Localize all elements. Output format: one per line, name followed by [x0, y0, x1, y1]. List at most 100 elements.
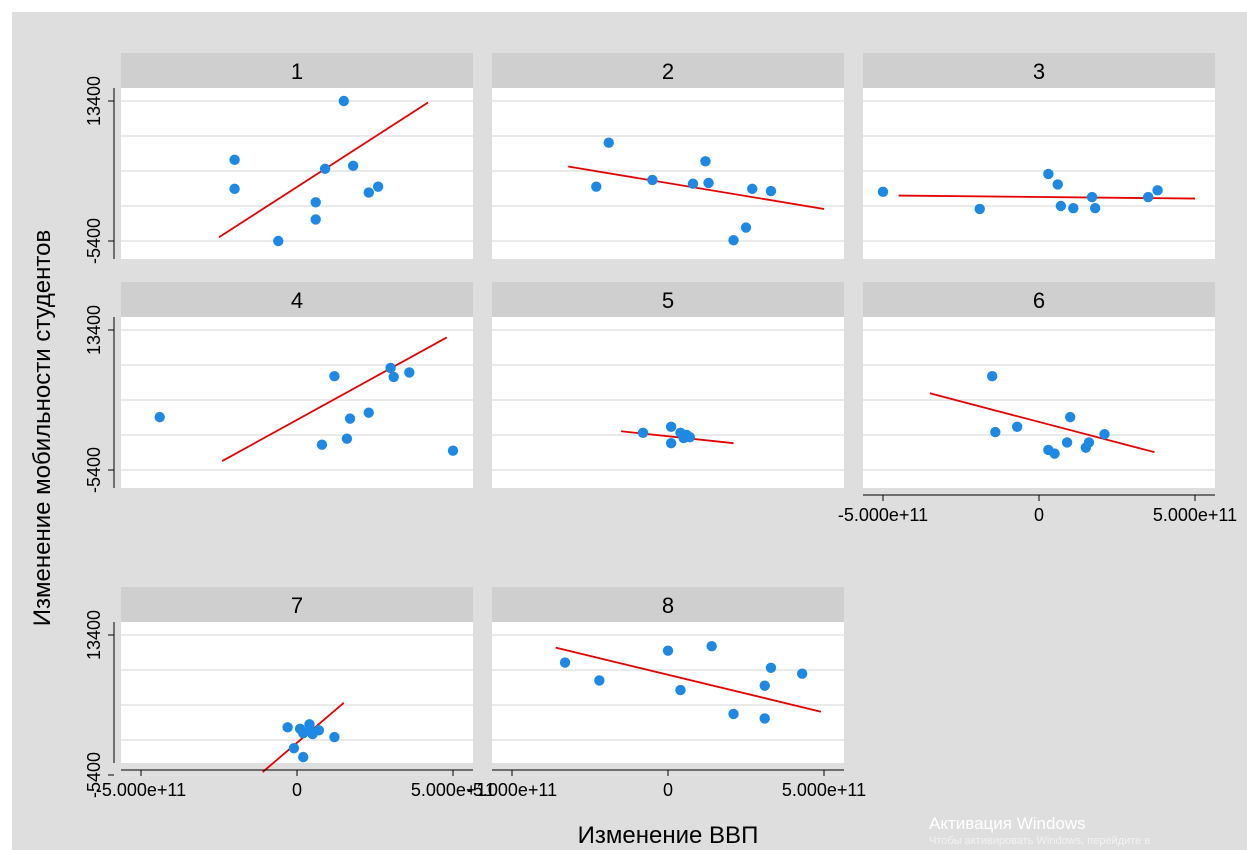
data-point	[404, 367, 415, 378]
panel-5: 5	[492, 282, 844, 488]
data-point	[1061, 437, 1073, 448]
data-point	[1065, 411, 1076, 423]
panel-strip-label: 7	[291, 593, 303, 618]
data-point	[363, 187, 374, 198]
data-point	[273, 235, 284, 247]
data-point	[372, 181, 384, 192]
data-point	[740, 222, 752, 233]
data-point	[703, 177, 714, 189]
data-point	[1089, 203, 1101, 214]
y-axis-title: Изменение мобильности студентов	[29, 230, 56, 626]
panel-layer: 1 2 3 4 5 6 7 8	[121, 53, 1215, 776]
panel-plot-area	[492, 317, 844, 488]
data-point	[1143, 191, 1154, 203]
data-point	[1086, 191, 1098, 203]
data-point	[591, 181, 602, 192]
data-point	[282, 722, 293, 733]
data-point	[304, 719, 315, 730]
data-point	[974, 203, 985, 215]
data-point	[288, 742, 300, 754]
data-point	[341, 433, 353, 444]
data-point	[344, 413, 356, 424]
data-point	[684, 432, 696, 443]
data-point	[796, 668, 808, 679]
data-point	[706, 640, 717, 652]
data-point	[765, 185, 777, 197]
panel-strip-label: 2	[662, 59, 674, 84]
watermark-subtitle: Чтобы активировать Windows, перейдите в	[929, 835, 1151, 847]
data-point	[728, 235, 739, 246]
fit-line	[221, 336, 448, 462]
data-point	[329, 731, 340, 743]
data-point	[1043, 168, 1054, 180]
panel-4: 4	[121, 282, 473, 488]
panel-plot-area	[863, 317, 1215, 488]
data-point	[662, 645, 674, 656]
data-point	[338, 95, 349, 107]
data-point	[700, 156, 711, 167]
data-point	[675, 684, 686, 696]
data-point	[559, 657, 571, 668]
data-point	[313, 725, 325, 736]
data-point	[747, 183, 758, 195]
panel-6: 6	[863, 282, 1215, 488]
panel-strip-label: 5	[662, 288, 674, 313]
data-point	[1152, 185, 1163, 196]
x-tick-label: 0	[292, 780, 302, 800]
data-point	[728, 708, 739, 720]
y-tick-label: 13400	[84, 610, 104, 660]
y-axis-layer: -5400 13400 -5400 13400 -5400 13400	[84, 76, 115, 798]
data-point	[310, 214, 321, 225]
data-point	[363, 407, 374, 418]
data-point	[687, 178, 699, 189]
data-point	[637, 427, 649, 438]
y-tick-label: -5400	[84, 447, 104, 493]
data-point	[229, 154, 240, 166]
fit-line	[555, 646, 822, 713]
data-point	[447, 445, 459, 456]
x-tick-label: 0	[1034, 505, 1044, 525]
data-point	[1068, 203, 1079, 214]
y-tick-label: -5400	[84, 218, 104, 264]
data-point	[385, 362, 396, 374]
data-point	[1099, 429, 1110, 440]
data-point	[1049, 448, 1060, 459]
data-point	[877, 186, 889, 198]
panel-plot-area	[492, 622, 844, 763]
data-point	[987, 370, 998, 382]
x-tick-label: -5.000e+11	[467, 780, 557, 800]
panel-strip-label: 6	[1033, 288, 1045, 313]
data-point	[765, 662, 777, 673]
data-point	[1011, 421, 1023, 433]
panel-strip	[121, 53, 473, 88]
data-point	[229, 183, 240, 195]
data-point	[603, 137, 614, 148]
data-point	[759, 713, 770, 724]
panel-strip-label: 1	[291, 59, 303, 84]
windows-activation-watermark: Активация Windows Чтобы активировать Win…	[929, 814, 1150, 848]
data-point	[759, 680, 770, 691]
y-tick-label: 13400	[84, 76, 104, 126]
panel-strip	[863, 282, 1215, 317]
data-point	[665, 437, 677, 449]
panel-2: 2	[492, 53, 844, 259]
x-tick-label: -5.000e+11	[96, 780, 186, 800]
data-point	[388, 371, 399, 383]
data-point	[298, 751, 309, 763]
y-tick-label: 13400	[84, 305, 104, 355]
data-point	[347, 160, 359, 171]
data-point	[316, 439, 328, 450]
data-point	[329, 370, 340, 382]
data-point	[1083, 437, 1095, 448]
x-tick-label: 5.000e+11	[782, 780, 866, 800]
panel-strip	[492, 282, 844, 317]
data-point	[310, 197, 321, 208]
fit-line	[929, 392, 1155, 453]
data-point	[1052, 179, 1063, 190]
panel-strip	[492, 53, 844, 88]
panel-strip	[121, 282, 473, 317]
panel-strip	[492, 587, 844, 622]
panel-8: 8	[492, 587, 844, 776]
panel-strip	[121, 587, 473, 622]
